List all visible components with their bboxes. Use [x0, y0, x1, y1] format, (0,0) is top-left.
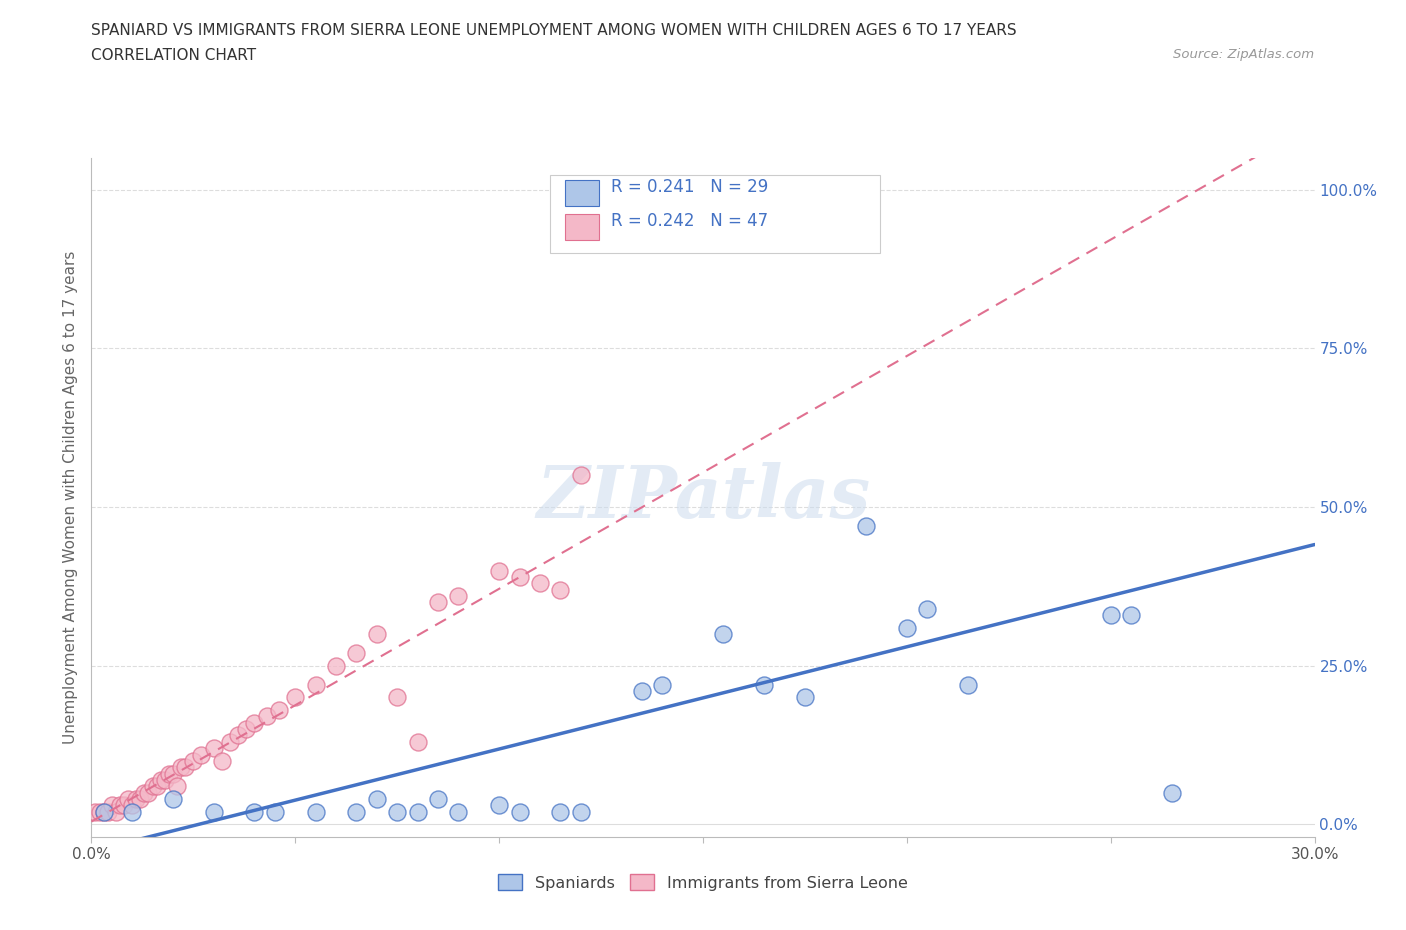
Text: R = 0.241   N = 29: R = 0.241 N = 29 [612, 179, 769, 196]
Point [346, 804, 368, 819]
Point [366, 627, 388, 642]
Point [1121, 607, 1143, 622]
Text: SPANIARD VS IMMIGRANTS FROM SIERRA LEONE UNEMPLOYMENT AMONG WOMEN WITH CHILDREN : SPANIARD VS IMMIGRANTS FROM SIERRA LEONE… [91, 23, 1017, 38]
Point [267, 703, 290, 718]
Point [550, 804, 572, 819]
Point [93, 804, 115, 819]
Text: ZIPatlas: ZIPatlas [536, 462, 870, 533]
Point [138, 785, 160, 800]
Point [264, 804, 287, 819]
Point [447, 589, 470, 604]
Point [406, 804, 429, 819]
Point [569, 468, 592, 483]
Point [104, 804, 127, 819]
Point [427, 791, 450, 806]
Point [896, 620, 918, 635]
Point [141, 778, 163, 793]
Point [917, 601, 939, 616]
Point [149, 773, 172, 788]
Point [134, 785, 156, 800]
Point [447, 804, 470, 819]
Point [153, 773, 176, 788]
Point [162, 791, 184, 806]
Point [346, 645, 368, 660]
Point [166, 778, 188, 793]
Point [183, 753, 205, 768]
Point [855, 519, 877, 534]
Point [243, 804, 266, 819]
FancyBboxPatch shape [550, 175, 880, 253]
Point [1161, 785, 1184, 800]
Point [793, 202, 815, 217]
Point [366, 791, 388, 806]
Bar [565, 214, 599, 240]
Text: R = 0.242   N = 47: R = 0.242 N = 47 [612, 212, 769, 231]
Point [509, 804, 531, 819]
Point [385, 690, 409, 705]
Point [190, 747, 212, 762]
Point [488, 563, 510, 578]
Point [93, 804, 115, 819]
Text: CORRELATION CHART: CORRELATION CHART [91, 48, 256, 63]
Point [427, 595, 450, 610]
Point [235, 722, 257, 737]
Point [129, 791, 152, 806]
Point [325, 658, 347, 673]
Point [550, 582, 572, 597]
Point [211, 753, 233, 768]
Point [754, 677, 776, 692]
Point [488, 798, 510, 813]
Point [145, 778, 167, 793]
Point [304, 804, 326, 819]
Legend: Spaniards, Immigrants from Sierra Leone: Spaniards, Immigrants from Sierra Leone [492, 868, 914, 897]
Point [162, 766, 184, 781]
Point [406, 735, 429, 750]
Point [385, 804, 409, 819]
Point [956, 677, 979, 692]
Point [226, 728, 249, 743]
Point [170, 760, 193, 775]
Point [101, 798, 124, 813]
Point [157, 766, 180, 781]
Point [651, 677, 673, 692]
Point [89, 804, 111, 819]
Point [1099, 607, 1122, 622]
Point [243, 715, 266, 730]
Point [304, 677, 326, 692]
Point [125, 791, 148, 806]
Point [631, 684, 654, 698]
Point [108, 798, 131, 813]
Point [202, 804, 225, 819]
Point [121, 798, 143, 813]
Point [112, 798, 135, 813]
Point [174, 760, 197, 775]
Point [793, 690, 815, 705]
Text: Source: ZipAtlas.com: Source: ZipAtlas.com [1174, 48, 1315, 61]
Point [97, 804, 120, 819]
Point [569, 804, 592, 819]
Point [509, 569, 531, 584]
Y-axis label: Unemployment Among Women with Children Ages 6 to 17 years: Unemployment Among Women with Children A… [63, 251, 79, 744]
Point [256, 709, 278, 724]
Point [202, 740, 225, 755]
Point [121, 804, 143, 819]
Point [117, 791, 139, 806]
Point [84, 804, 107, 819]
Point [529, 576, 551, 591]
Bar [565, 179, 599, 206]
Point [219, 735, 242, 750]
Point [284, 690, 307, 705]
Point [711, 627, 734, 642]
